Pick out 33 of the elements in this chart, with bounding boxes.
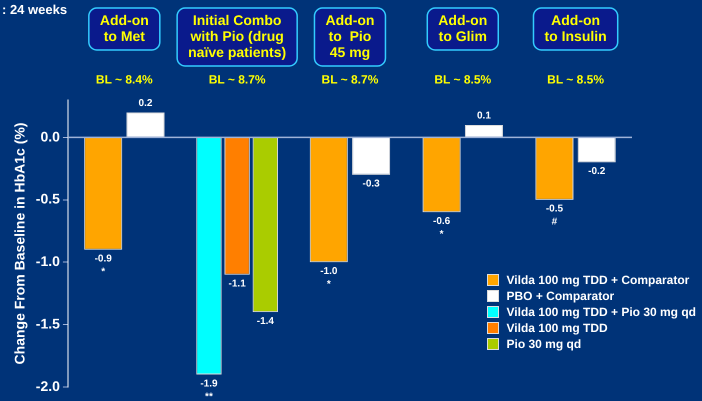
data-label: -1.1 [228,278,246,290]
x-tick-label: Add-on to Met [100,12,149,44]
y-tick-label: -1.5 [36,315,60,332]
legend-label: Vilda 100 mg TDD + Pio 30 mg qd [506,305,696,319]
y-tick-label: -2.0 [36,378,60,394]
legend-label: Pio 30 mg qd [506,337,582,351]
text: BL ~ 8.7% [322,72,379,86]
y-tick-label: 0.0 [40,128,60,144]
x-tick-label: Initial Combo with Pio (drug naïve patients) [188,12,286,60]
y-tick-label: -0.5 [36,190,60,207]
data-label: -0.6 * [433,216,451,240]
data-label: -0.3 [362,178,380,190]
chart-title: : 24 weeks [2,2,68,18]
x-tick-label: Add-on to Pio 45 mg [325,12,374,60]
data-label: -0.5 # [546,204,564,228]
data-label: -1.9 ** [200,378,218,401]
data-label: -0.9 * [94,253,112,278]
y-tick-label: -1.0 [36,253,60,270]
text: BL ~ 8.5% [547,72,604,86]
text: BL ~ 8.4% [96,72,154,86]
data-label: -0.2 [588,166,606,178]
x-tick-label: Add-on to Glim [438,12,488,44]
text: BL ~ 8.7% [208,72,266,86]
data-label: 0.1 [476,110,492,122]
legend-label: Vilda 100 mg TDD [506,321,608,335]
data-label: -1.0 * [320,266,338,290]
legend-label: Vilda 100 mg TDD + Comparator [506,273,690,287]
data-label: 0.2 [138,98,153,110]
legend-label: PBO + Comparator [506,289,614,303]
x-tick-label: Add-on to Insulin [544,12,607,44]
text: BL ~ 8.5% [434,72,492,86]
y-axis-title: Change From Baseline in HbA1c (%) [11,122,28,364]
data-label: -1.4 [256,316,274,327]
